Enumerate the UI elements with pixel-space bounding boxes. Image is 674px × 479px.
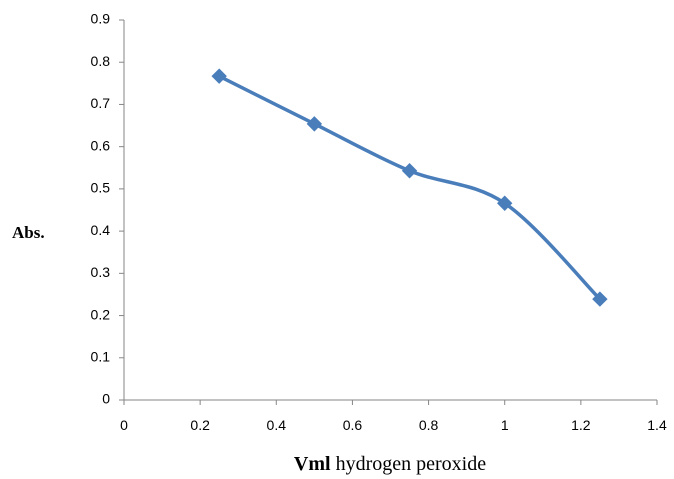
x-tick-label: 0.6 [343,417,363,433]
y-tick-label: 0.9 [91,11,111,27]
data-point [211,68,227,84]
y-tick-label: 0.8 [91,53,111,69]
x-tick-label: 1 [501,417,509,433]
x-tick-label: 1.2 [571,417,591,433]
y-tick-label: 0.5 [91,180,111,196]
y-axis-label: Abs. [12,223,45,242]
y-tick-label: 0.6 [91,137,111,153]
data-point [401,163,418,179]
y-ticks: 0 0.1 0.2 0.3 0.4 0.5 0.6 0.7 0.8 0.9 [91,11,124,407]
y-tick-label: 0.7 [91,95,111,111]
x-tick-label: 0 [120,417,128,433]
x-tick-label: 0.2 [190,417,210,433]
x-tick-label: 1.4 [647,417,667,433]
y-tick-label: 0.1 [91,348,111,364]
y-tick-label: 0.4 [91,222,111,238]
data-point [592,291,608,307]
x-tick-label: 0.4 [267,417,287,433]
y-tick-label: 0 [102,391,110,407]
x-tick-label: 0.8 [419,417,439,433]
data-point [306,116,323,132]
x-ticks: 0 0.2 0.4 0.6 0.8 1 1.2 1.4 [120,400,667,433]
y-tick-label: 0.2 [91,306,111,322]
series-group [211,68,608,307]
x-axis-label: Vml hydrogen peroxide [294,453,486,475]
x-axis-label-bold: Vml [294,453,331,475]
axes [123,20,657,401]
y-tick-label: 0.3 [91,264,111,280]
data-point [497,195,513,211]
series-line [218,74,602,301]
x-axis-label-rest: hydrogen peroxide [331,453,487,475]
